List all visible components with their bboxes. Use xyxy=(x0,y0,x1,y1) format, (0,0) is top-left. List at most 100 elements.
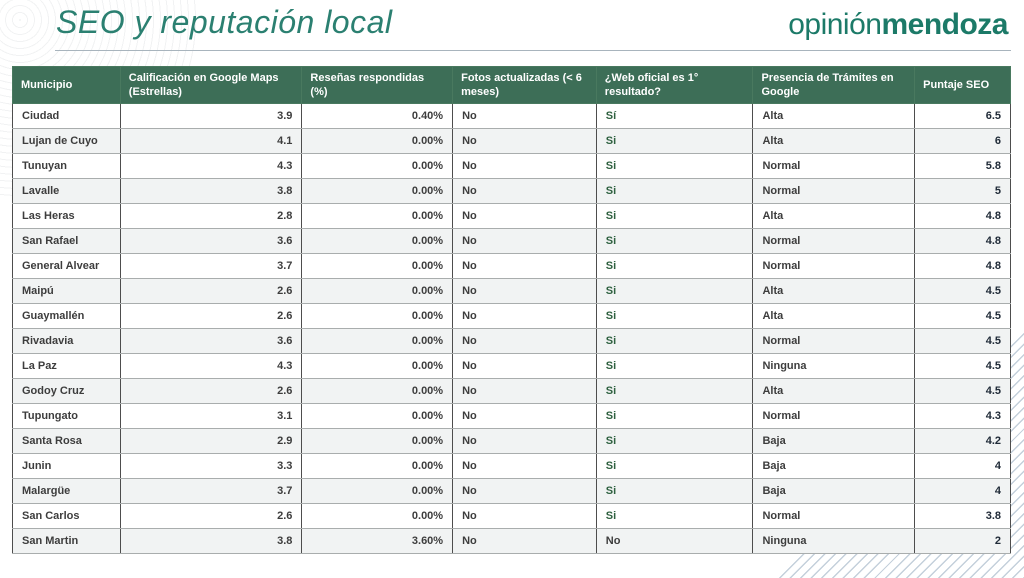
cell-calificacion-google: 3.6 xyxy=(119,328,303,354)
column-header-resenas-respondidas: Reseñas respondidas (%) xyxy=(301,66,454,104)
cell-resenas-respondidas: 0.00% xyxy=(301,478,454,504)
cell-puntaje-seo: 4.8 xyxy=(914,228,1011,254)
cell-municipio: Tunuyan xyxy=(12,153,121,179)
table-body: Ciudad 3.9 0.40% No Sí Alta 6.5 Lujan de Cuyo 4.… xyxy=(12,103,1011,554)
table-row: Rivadavia 3.6 0.00% No Si Normal 4.5 xyxy=(12,328,1011,354)
cell-calificacion-google: 2.6 xyxy=(119,303,303,329)
cell-presencia-tramites: Normal xyxy=(752,253,916,279)
cell-web-oficial: Si xyxy=(595,203,754,229)
cell-resenas-respondidas: 0.00% xyxy=(301,278,454,304)
cell-fotos-actualizadas: No xyxy=(452,303,597,329)
cell-municipio: Tupungato xyxy=(12,403,121,429)
table-row: Godoy Cruz 2.6 0.00% No Si Alta 4.5 xyxy=(12,378,1011,404)
cell-web-oficial: Si xyxy=(595,128,754,154)
cell-fotos-actualizadas: No xyxy=(452,353,597,379)
cell-fotos-actualizadas: No xyxy=(452,178,597,204)
cell-puntaje-seo: 5.8 xyxy=(914,153,1011,179)
cell-web-oficial: Si xyxy=(595,153,754,179)
table-row: Tunuyan 4.3 0.00% No Si Normal 5.8 xyxy=(12,153,1011,179)
column-header-fotos-actualizadas: Fotos actualizadas (< 6 meses) xyxy=(452,66,597,104)
cell-presencia-tramites: Normal xyxy=(752,328,916,354)
column-header-municipio: Municipio xyxy=(12,66,121,104)
cell-presencia-tramites: Alta xyxy=(752,303,916,329)
cell-presencia-tramites: Alta xyxy=(752,278,916,304)
cell-puntaje-seo: 4.5 xyxy=(914,328,1011,354)
cell-web-oficial: Si xyxy=(595,278,754,304)
cell-fotos-actualizadas: No xyxy=(452,328,597,354)
cell-calificacion-google: 3.7 xyxy=(119,478,303,504)
cell-municipio: Malargüe xyxy=(12,478,121,504)
cell-presencia-tramites: Normal xyxy=(752,403,916,429)
table-row: Tupungato 3.1 0.00% No Si Normal 4.3 xyxy=(12,403,1011,429)
table-row: General Alvear 3.7 0.00% No Si Normal 4.8 xyxy=(12,253,1011,279)
cell-resenas-respondidas: 0.00% xyxy=(301,353,454,379)
cell-municipio: Lavalle xyxy=(12,178,121,204)
cell-web-oficial: Si xyxy=(595,453,754,479)
cell-fotos-actualizadas: No xyxy=(452,453,597,479)
cell-resenas-respondidas: 0.00% xyxy=(301,303,454,329)
cell-presencia-tramites: Alta xyxy=(752,128,916,154)
cell-resenas-respondidas: 0.00% xyxy=(301,203,454,229)
cell-municipio: Santa Rosa xyxy=(12,428,121,454)
cell-web-oficial: Si xyxy=(595,328,754,354)
cell-presencia-tramites: Alta xyxy=(752,103,916,129)
cell-puntaje-seo: 5 xyxy=(914,178,1011,204)
cell-web-oficial: Si xyxy=(595,353,754,379)
cell-presencia-tramites: Normal xyxy=(752,153,916,179)
cell-web-oficial: Si xyxy=(595,378,754,404)
cell-fotos-actualizadas: No xyxy=(452,478,597,504)
cell-calificacion-google: 3.9 xyxy=(119,103,303,129)
cell-resenas-respondidas: 0.00% xyxy=(301,503,454,529)
seo-table: Municipio Calificación en Google Maps (Es… xyxy=(12,66,1011,554)
table-header-row: Municipio Calificación en Google Maps (Es… xyxy=(12,66,1011,104)
cell-fotos-actualizadas: No xyxy=(452,428,597,454)
cell-resenas-respondidas: 0.00% xyxy=(301,378,454,404)
cell-fotos-actualizadas: No xyxy=(452,403,597,429)
cell-resenas-respondidas: 0.00% xyxy=(301,153,454,179)
cell-web-oficial: Si xyxy=(595,253,754,279)
cell-web-oficial: Si xyxy=(595,178,754,204)
cell-presencia-tramites: Baja xyxy=(752,428,916,454)
table-row: Maipú 2.6 0.00% No Si Alta 4.5 xyxy=(12,278,1011,304)
cell-fotos-actualizadas: No xyxy=(452,153,597,179)
cell-resenas-respondidas: 0.00% xyxy=(301,428,454,454)
table-row: Malargüe 3.7 0.00% No Si Baja 4 xyxy=(12,478,1011,504)
cell-fotos-actualizadas: No xyxy=(452,378,597,404)
cell-fotos-actualizadas: No xyxy=(452,203,597,229)
cell-fotos-actualizadas: No xyxy=(452,253,597,279)
cell-resenas-respondidas: 0.00% xyxy=(301,253,454,279)
brand-logo-bold: mendoza xyxy=(881,8,1008,41)
table-row: Las Heras 2.8 0.00% No Si Alta 4.8 xyxy=(12,203,1011,229)
cell-municipio: Guaymallén xyxy=(12,303,121,329)
table-row: Guaymallén 2.6 0.00% No Si Alta 4.5 xyxy=(12,303,1011,329)
cell-puntaje-seo: 4 xyxy=(914,453,1011,479)
cell-resenas-respondidas: 3.60% xyxy=(301,528,454,554)
cell-puntaje-seo: 4.5 xyxy=(914,353,1011,379)
cell-presencia-tramites: Baja xyxy=(752,478,916,504)
table-row: La Paz 4.3 0.00% No Si Ninguna 4.5 xyxy=(12,353,1011,379)
cell-web-oficial: Si xyxy=(595,503,754,529)
column-header-calificacion-google: Calificación en Google Maps (Estrellas) xyxy=(119,66,303,104)
cell-web-oficial: Si xyxy=(595,403,754,429)
cell-web-oficial: No xyxy=(595,528,754,554)
table-row: Lavalle 3.8 0.00% No Si Normal 5 xyxy=(12,178,1011,204)
cell-puntaje-seo: 4.2 xyxy=(914,428,1011,454)
cell-presencia-tramites: Normal xyxy=(752,178,916,204)
cell-web-oficial: Sí xyxy=(595,103,754,129)
cell-resenas-respondidas: 0.00% xyxy=(301,128,454,154)
cell-calificacion-google: 3.3 xyxy=(119,453,303,479)
cell-resenas-respondidas: 0.00% xyxy=(301,403,454,429)
cell-calificacion-google: 3.6 xyxy=(119,228,303,254)
cell-municipio: Las Heras xyxy=(12,203,121,229)
cell-puntaje-seo: 4.5 xyxy=(914,303,1011,329)
cell-municipio: Maipú xyxy=(12,278,121,304)
cell-web-oficial: Si xyxy=(595,428,754,454)
cell-fotos-actualizadas: No xyxy=(452,103,597,129)
cell-resenas-respondidas: 0.00% xyxy=(301,228,454,254)
cell-municipio: Rivadavia xyxy=(12,328,121,354)
cell-presencia-tramites: Ninguna xyxy=(752,528,916,554)
cell-calificacion-google: 3.8 xyxy=(119,178,303,204)
cell-presencia-tramites: Baja xyxy=(752,453,916,479)
cell-municipio: San Carlos xyxy=(12,503,121,529)
cell-puntaje-seo: 4.5 xyxy=(914,378,1011,404)
